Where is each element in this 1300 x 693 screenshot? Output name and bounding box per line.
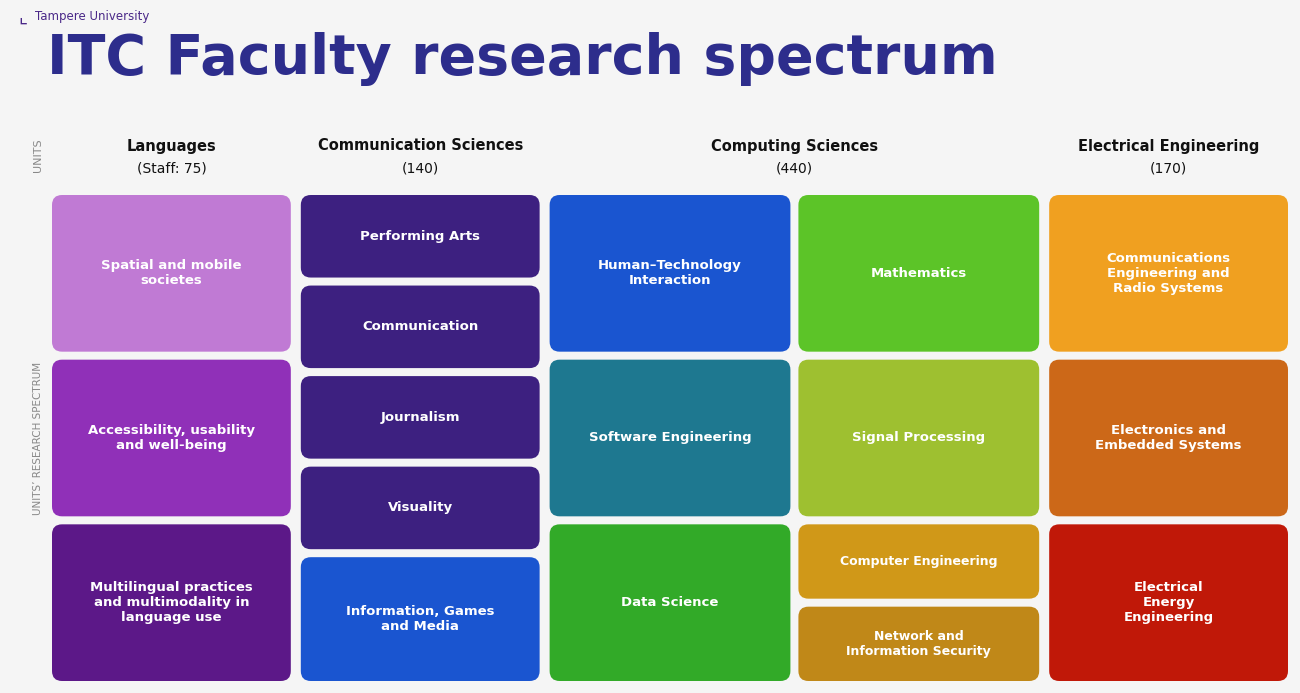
Text: ITC Faculty research spectrum: ITC Faculty research spectrum	[47, 32, 998, 86]
FancyBboxPatch shape	[300, 376, 540, 459]
Text: Accessibility, usability
and well-being: Accessibility, usability and well-being	[88, 424, 255, 452]
Text: Performing Arts: Performing Arts	[360, 230, 480, 243]
Text: Data Science: Data Science	[621, 596, 719, 609]
FancyBboxPatch shape	[550, 525, 790, 681]
Text: Signal Processing: Signal Processing	[853, 432, 985, 444]
Text: Computer Engineering: Computer Engineering	[840, 555, 997, 568]
FancyBboxPatch shape	[550, 360, 790, 516]
Text: Software Engineering: Software Engineering	[589, 432, 751, 444]
FancyBboxPatch shape	[300, 557, 540, 681]
Text: Human–Technology
Interaction: Human–Technology Interaction	[598, 259, 742, 288]
Text: (170): (170)	[1150, 161, 1187, 175]
FancyBboxPatch shape	[798, 606, 1039, 681]
Text: Multilingual practices
and multimodality in
language use: Multilingual practices and multimodality…	[90, 581, 252, 624]
FancyBboxPatch shape	[798, 360, 1039, 516]
Text: (140): (140)	[402, 161, 439, 175]
FancyBboxPatch shape	[52, 195, 291, 351]
Text: Communication Sciences: Communication Sciences	[317, 139, 523, 154]
Text: (Staff: 75): (Staff: 75)	[136, 161, 207, 175]
FancyBboxPatch shape	[1049, 195, 1288, 351]
Text: Spatial and mobile
societes: Spatial and mobile societes	[101, 259, 242, 288]
Text: UNITS: UNITS	[32, 138, 43, 172]
Text: Electronics and
Embedded Systems: Electronics and Embedded Systems	[1096, 424, 1241, 452]
Text: (440): (440)	[776, 161, 812, 175]
Text: UNITS’ RESEARCH SPECTRUM: UNITS’ RESEARCH SPECTRUM	[32, 362, 43, 515]
Text: Tampere University: Tampere University	[35, 10, 150, 23]
FancyBboxPatch shape	[52, 525, 291, 681]
FancyBboxPatch shape	[300, 466, 540, 549]
Text: Computing Sciences: Computing Sciences	[711, 139, 878, 154]
Text: Network and
Information Security: Network and Information Security	[846, 630, 991, 658]
Text: Mathematics: Mathematics	[871, 267, 967, 280]
FancyBboxPatch shape	[1049, 525, 1288, 681]
Text: Visuality: Visuality	[387, 502, 452, 514]
Text: ⌞: ⌞	[18, 8, 27, 27]
FancyBboxPatch shape	[1049, 360, 1288, 516]
Text: Languages: Languages	[126, 139, 216, 154]
FancyBboxPatch shape	[550, 195, 790, 351]
FancyBboxPatch shape	[300, 286, 540, 368]
Text: Communications
Engineering and
Radio Systems: Communications Engineering and Radio Sys…	[1106, 252, 1231, 295]
FancyBboxPatch shape	[52, 360, 291, 516]
FancyBboxPatch shape	[300, 195, 540, 277]
FancyBboxPatch shape	[798, 525, 1039, 599]
FancyBboxPatch shape	[798, 195, 1039, 351]
Text: Journalism: Journalism	[381, 411, 460, 424]
Text: Information, Games
and Media: Information, Games and Media	[346, 605, 494, 633]
Text: Communication: Communication	[363, 320, 478, 333]
Text: Electrical Engineering: Electrical Engineering	[1078, 139, 1260, 154]
Text: Electrical
Energy
Engineering: Electrical Energy Engineering	[1123, 581, 1214, 624]
